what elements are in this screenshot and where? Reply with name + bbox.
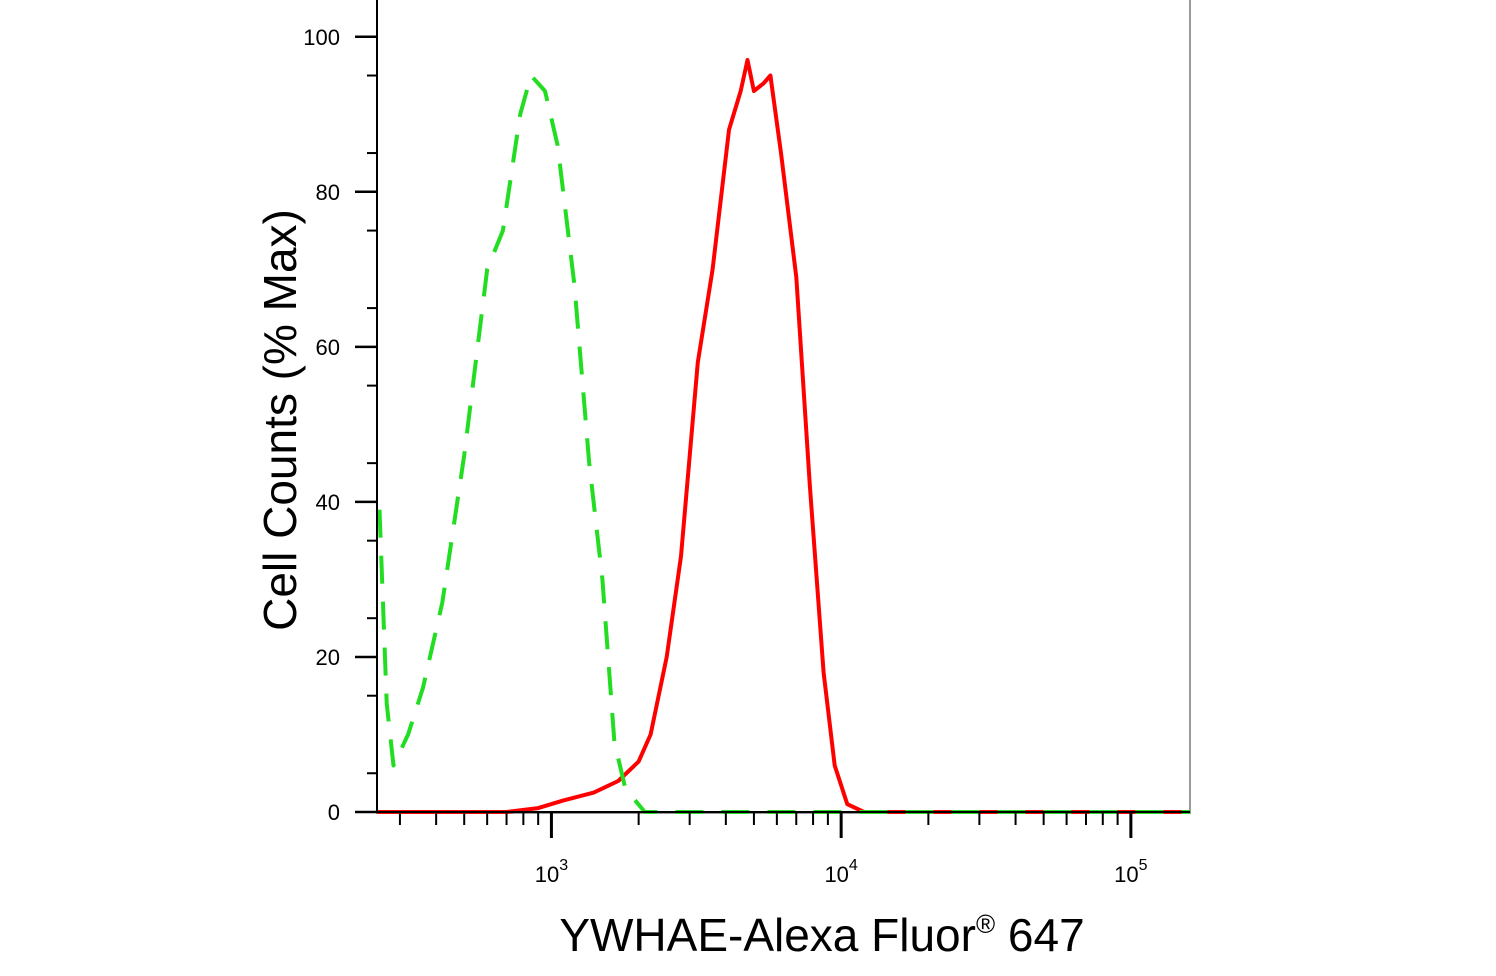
x-tick-label: 103 [535, 857, 568, 887]
y-axis: 0 20 40 60 80 100 [303, 0, 378, 825]
series-layer [377, 58, 1190, 814]
x-tick-label: 104 [824, 857, 857, 887]
x-axis: 103 104 105 [377, 811, 1190, 887]
y-tick-label: 40 [316, 490, 340, 515]
plot-frame [376, 0, 1191, 814]
y-tick-label: 80 [316, 180, 340, 205]
x-axis-title-superscript: ® [976, 909, 995, 939]
histogram-series-2-line [377, 73, 1190, 814]
y-axis-title: Cell Counts (% Max) [254, 209, 306, 631]
x-axis-title-main: YWHAE-Alexa Fluor [559, 909, 976, 961]
histogram-series-1-line [377, 58, 1190, 814]
x-tick-label: 105 [1114, 857, 1147, 887]
x-axis-title: YWHAE-Alexa Fluor® 647 [559, 909, 1084, 961]
y-tick-label: 0 [328, 800, 340, 825]
x-axis-title-suffix: 647 [995, 909, 1085, 961]
y-tick-label: 100 [303, 25, 340, 50]
y-tick-label: 20 [316, 645, 340, 670]
y-tick-label: 60 [316, 335, 340, 360]
